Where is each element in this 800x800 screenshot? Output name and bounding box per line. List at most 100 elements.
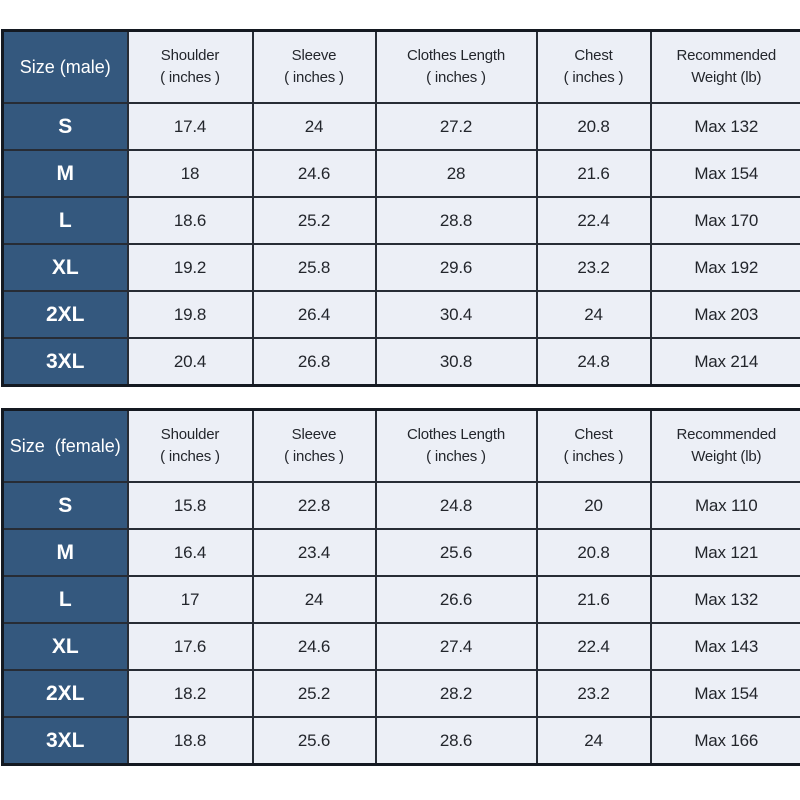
value-cell: 18.8 bbox=[126, 716, 254, 766]
value-cell: Max 132 bbox=[649, 102, 800, 151]
value-cell: 24.6 bbox=[251, 622, 377, 671]
size-label: XL bbox=[1, 622, 129, 671]
table-row: S 15.8 22.8 24.8 20 Max 110 bbox=[1, 481, 800, 530]
column-header: Chest ( inches ) bbox=[535, 408, 652, 483]
size-label: 3XL bbox=[1, 337, 129, 387]
value-cell: 16.4 bbox=[126, 528, 254, 577]
value-cell: 20.8 bbox=[535, 102, 652, 151]
value-cell: 24 bbox=[535, 716, 652, 766]
table-title: Size (female) bbox=[1, 408, 129, 483]
value-cell: 25.2 bbox=[251, 196, 377, 245]
value-cell: 19.2 bbox=[126, 243, 254, 292]
value-cell: 23.2 bbox=[535, 669, 652, 718]
column-header: Sleeve ( inches ) bbox=[251, 29, 377, 104]
column-header: Clothes Length ( inches ) bbox=[374, 408, 538, 483]
value-cell: Max 154 bbox=[649, 669, 800, 718]
female-table-head: Size (female) Shoulder ( inches ) Sleeve (… bbox=[1, 408, 800, 483]
size-label: 2XL bbox=[1, 290, 129, 339]
table-row: 2XL 18.2 25.2 28.2 23.2 Max 154 bbox=[1, 669, 800, 718]
size-table-female: Size (female) Shoulder ( inches ) Sleeve (… bbox=[1, 408, 800, 766]
male-table-body: S 17.4 24 27.2 20.8 Max 132 M 18 24.6 28 21.6 Max 1… bbox=[1, 102, 800, 387]
column-header: Shoulder ( inches ) bbox=[126, 29, 254, 104]
value-cell: Max 132 bbox=[649, 575, 800, 624]
column-header: Shoulder ( inches ) bbox=[126, 408, 254, 483]
value-cell: 24.8 bbox=[535, 337, 652, 387]
value-cell: 19.8 bbox=[126, 290, 254, 339]
table-row: L 17 24 26.6 21.6 Max 132 bbox=[1, 575, 800, 624]
column-header: Chest ( inches ) bbox=[535, 29, 652, 104]
table-row: S 17.4 24 27.2 20.8 Max 132 bbox=[1, 102, 800, 151]
value-cell: 24 bbox=[251, 102, 377, 151]
table-row: XL 17.6 24.6 27.4 22.4 Max 143 bbox=[1, 622, 800, 671]
size-label: M bbox=[1, 149, 129, 198]
table-row: M 16.4 23.4 25.6 20.8 Max 121 bbox=[1, 528, 800, 577]
size-table-male: Size (male) Shoulder ( inches ) Sleeve ( i… bbox=[1, 29, 800, 387]
size-label: L bbox=[1, 575, 129, 624]
value-cell: 21.6 bbox=[535, 149, 652, 198]
value-cell: 26.4 bbox=[251, 290, 377, 339]
value-cell: 28.6 bbox=[374, 716, 538, 766]
value-cell: 17 bbox=[126, 575, 254, 624]
male-table-head: Size (male) Shoulder ( inches ) Sleeve ( i… bbox=[1, 29, 800, 104]
value-cell: 22.8 bbox=[251, 481, 377, 530]
value-cell: 28.2 bbox=[374, 669, 538, 718]
value-cell: 20 bbox=[535, 481, 652, 530]
value-cell: Max 214 bbox=[649, 337, 800, 387]
size-label: M bbox=[1, 528, 129, 577]
value-cell: 28.8 bbox=[374, 196, 538, 245]
value-cell: 28 bbox=[374, 149, 538, 198]
value-cell: 26.8 bbox=[251, 337, 377, 387]
size-label: 3XL bbox=[1, 716, 129, 766]
size-label: XL bbox=[1, 243, 129, 292]
value-cell: Max 166 bbox=[649, 716, 800, 766]
table-row: L 18.6 25.2 28.8 22.4 Max 170 bbox=[1, 196, 800, 245]
female-table-body: S 15.8 22.8 24.8 20 Max 110 M 16.4 23.4 25.6 20.8 M… bbox=[1, 481, 800, 766]
value-cell: 24.8 bbox=[374, 481, 538, 530]
value-cell: 23.2 bbox=[535, 243, 652, 292]
header-row: Size (male) Shoulder ( inches ) Sleeve ( i… bbox=[1, 29, 800, 104]
value-cell: 24 bbox=[535, 290, 652, 339]
value-cell: 25.8 bbox=[251, 243, 377, 292]
value-cell: 21.6 bbox=[535, 575, 652, 624]
value-cell: 17.4 bbox=[126, 102, 254, 151]
value-cell: Max 121 bbox=[649, 528, 800, 577]
value-cell: 22.4 bbox=[535, 622, 652, 671]
column-header: Recommended Weight (lb) bbox=[649, 29, 800, 104]
value-cell: 29.6 bbox=[374, 243, 538, 292]
value-cell: 23.4 bbox=[251, 528, 377, 577]
value-cell: 18.6 bbox=[126, 196, 254, 245]
value-cell: 17.6 bbox=[126, 622, 254, 671]
value-cell: 22.4 bbox=[535, 196, 652, 245]
value-cell: Max 154 bbox=[649, 149, 800, 198]
value-cell: 20.4 bbox=[126, 337, 254, 387]
column-header: Sleeve ( inches ) bbox=[251, 408, 377, 483]
header-row: Size (female) Shoulder ( inches ) Sleeve (… bbox=[1, 408, 800, 483]
value-cell: 27.4 bbox=[374, 622, 538, 671]
value-cell: Max 192 bbox=[649, 243, 800, 292]
value-cell: 25.2 bbox=[251, 669, 377, 718]
value-cell: Max 143 bbox=[649, 622, 800, 671]
size-label: S bbox=[1, 481, 129, 530]
value-cell: 30.8 bbox=[374, 337, 538, 387]
table-row: 2XL 19.8 26.4 30.4 24 Max 203 bbox=[1, 290, 800, 339]
size-label: S bbox=[1, 102, 129, 151]
column-header: Recommended Weight (lb) bbox=[649, 408, 800, 483]
table-row: XL 19.2 25.8 29.6 23.2 Max 192 bbox=[1, 243, 800, 292]
size-label: 2XL bbox=[1, 669, 129, 718]
value-cell: Max 203 bbox=[649, 290, 800, 339]
value-cell: Max 170 bbox=[649, 196, 800, 245]
value-cell: 24.6 bbox=[251, 149, 377, 198]
value-cell: 24 bbox=[251, 575, 377, 624]
value-cell: 15.8 bbox=[126, 481, 254, 530]
column-header: Clothes Length ( inches ) bbox=[374, 29, 538, 104]
size-label: L bbox=[1, 196, 129, 245]
value-cell: 18 bbox=[126, 149, 254, 198]
value-cell: 25.6 bbox=[251, 716, 377, 766]
table-row: 3XL 20.4 26.8 30.8 24.8 Max 214 bbox=[1, 337, 800, 387]
table-row: M 18 24.6 28 21.6 Max 154 bbox=[1, 149, 800, 198]
table-title: Size (male) bbox=[1, 29, 129, 104]
value-cell: 25.6 bbox=[374, 528, 538, 577]
value-cell: 26.6 bbox=[374, 575, 538, 624]
table-row: 3XL 18.8 25.6 28.6 24 Max 166 bbox=[1, 716, 800, 766]
